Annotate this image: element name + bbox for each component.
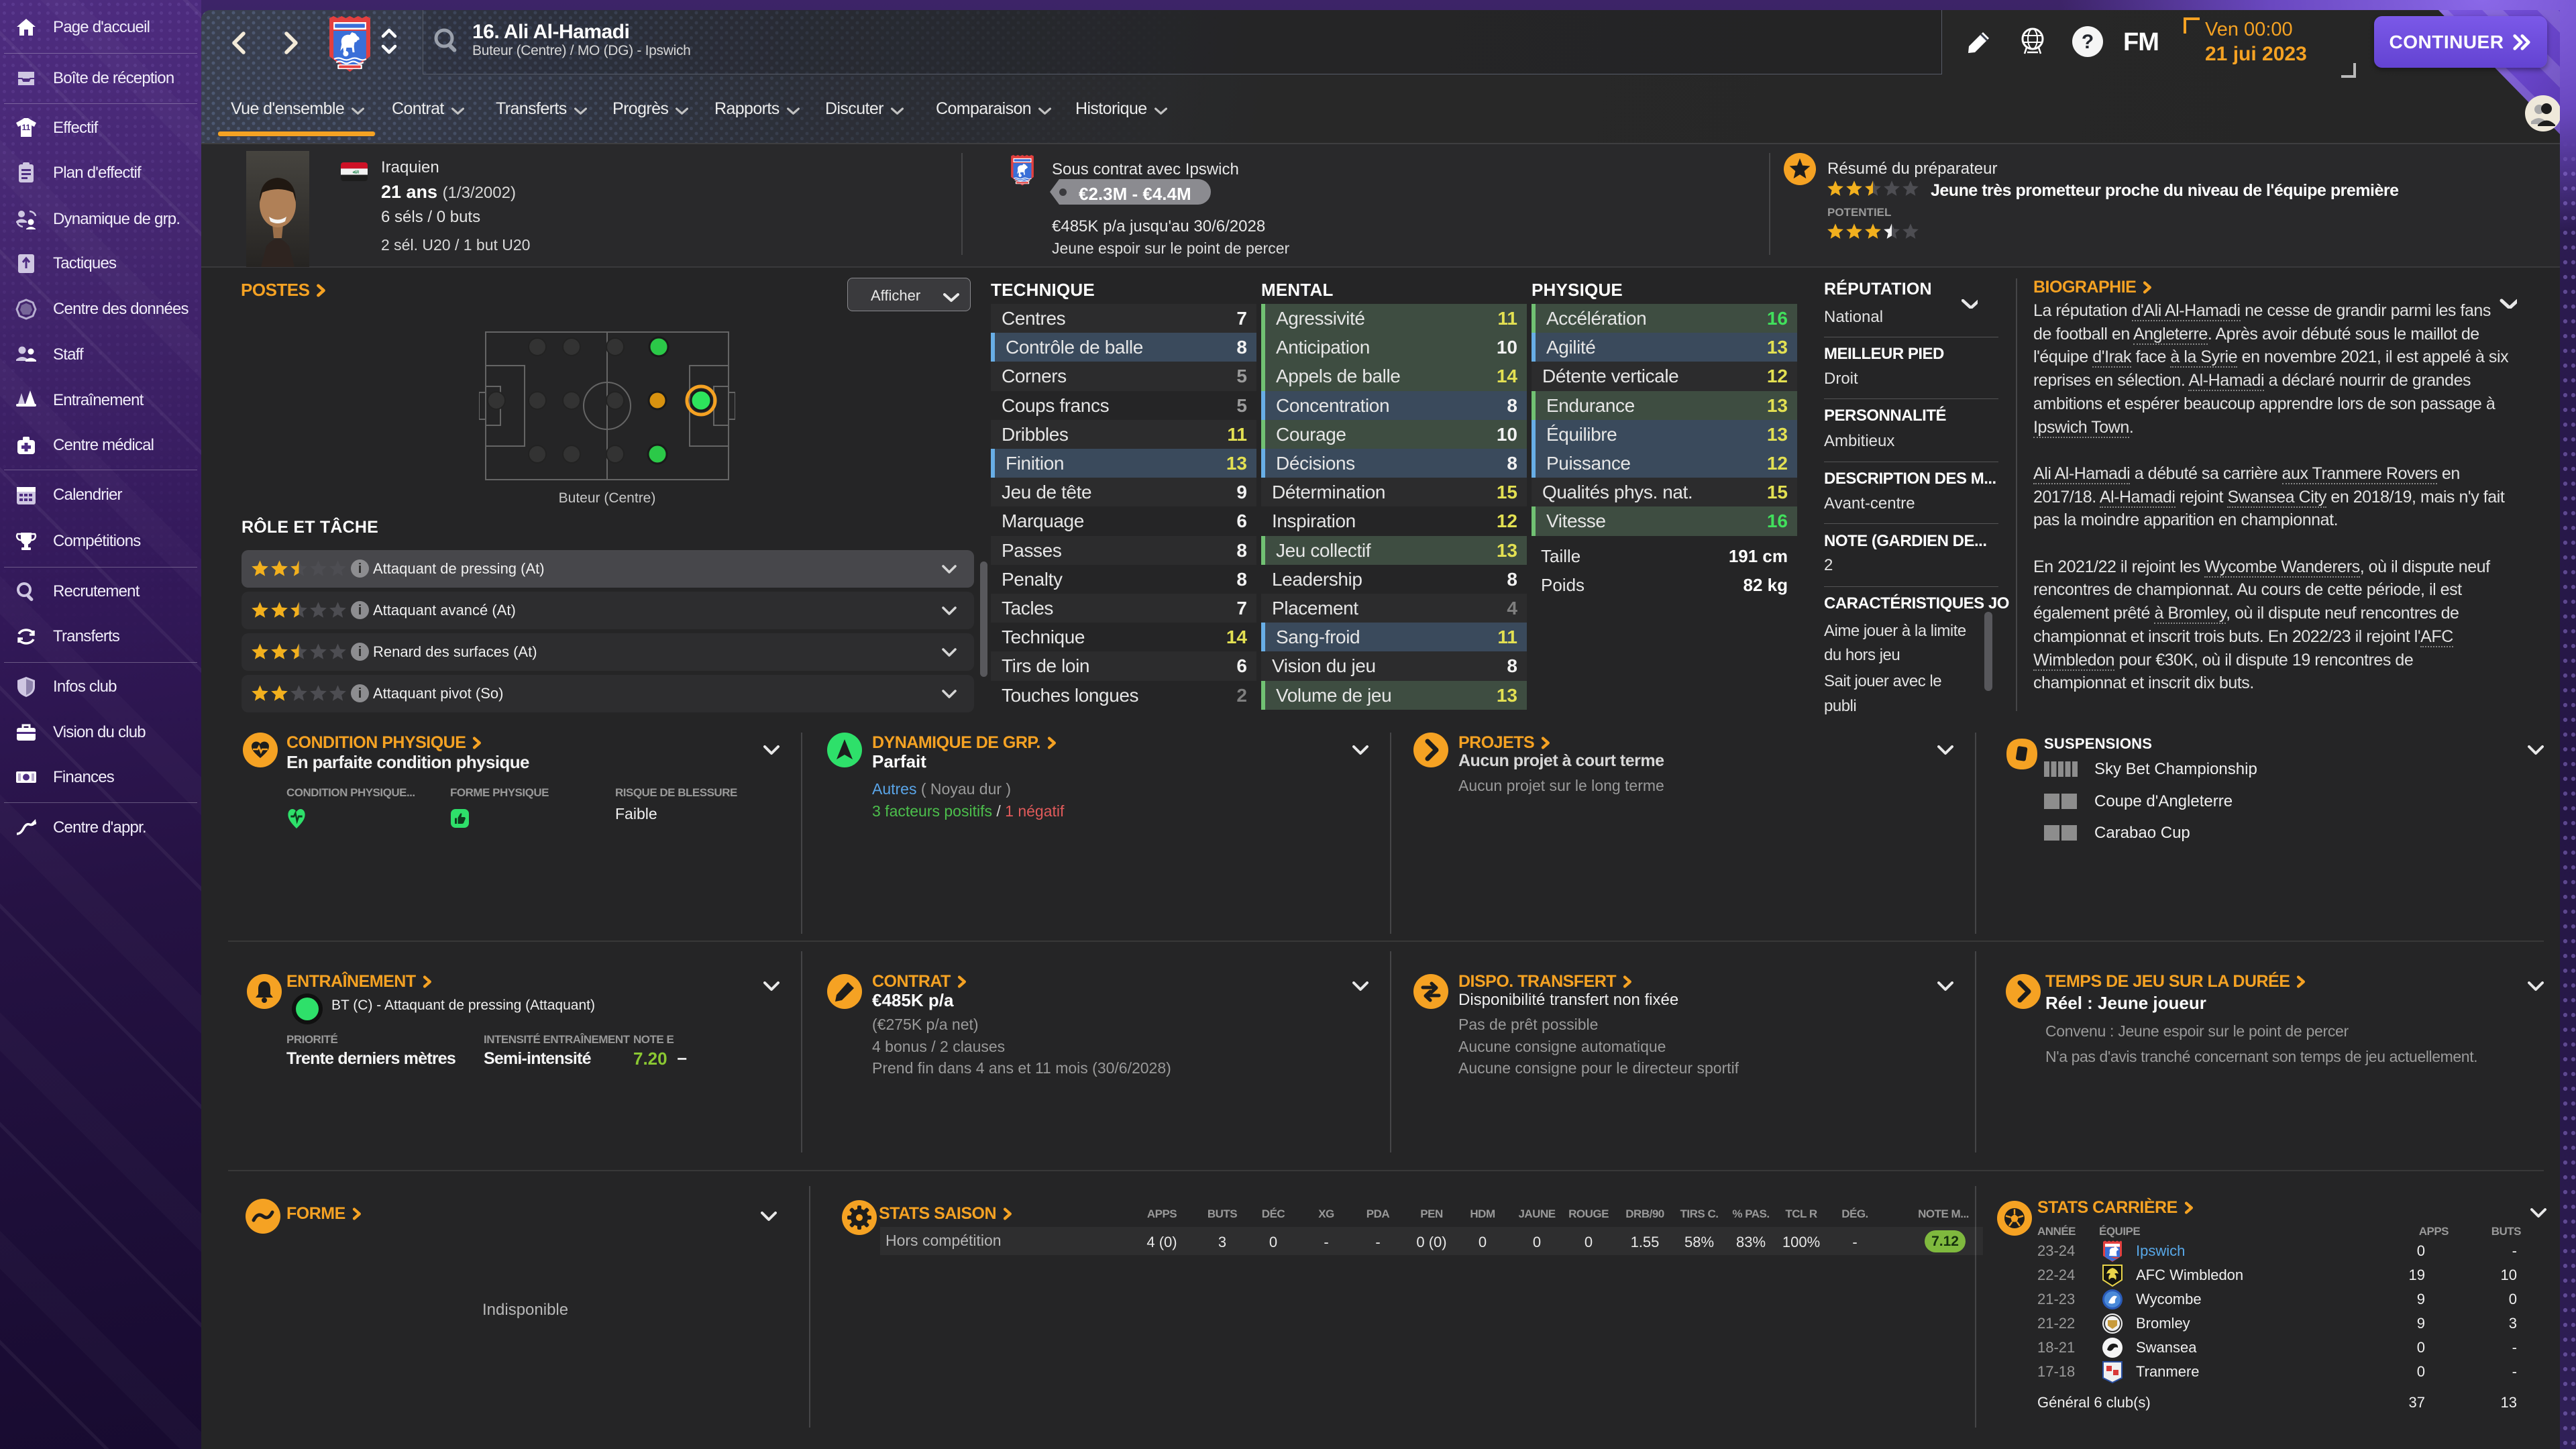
svg-text:11: 11 bbox=[22, 123, 31, 132]
svg-text:?: ? bbox=[2082, 31, 2094, 53]
